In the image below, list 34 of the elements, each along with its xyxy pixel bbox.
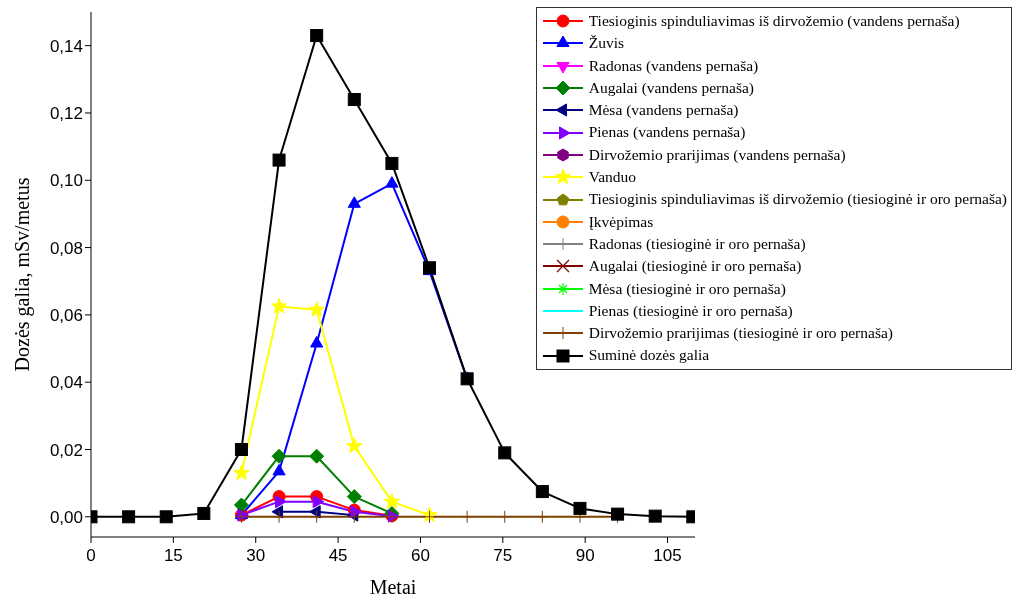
legend-label: Pienas (vandens pernaša) <box>588 122 746 143</box>
y-tick-label: 0,04 <box>49 373 83 393</box>
legend-label: Pienas (tiesioginė ir oro pernaša) <box>588 300 793 321</box>
y-tick-label: 0,12 <box>49 104 83 123</box>
x-tick-label: 90 <box>575 546 595 565</box>
y-tick-label: 0,06 <box>49 305 83 325</box>
y-axis-title: Dozės galia, mSv/metus <box>11 177 34 372</box>
y-tick-label: 0,10 <box>49 171 83 191</box>
y-tick-label: 0,02 <box>49 440 83 460</box>
legend-label: Dirvožemio prarijimas (vandens pernaša) <box>588 144 846 165</box>
legend-label: Suminė dozės galia <box>588 345 710 366</box>
legend-label: Tiesioginis spinduliavimas iš dirvožemio (vandens pernaša) <box>588 11 960 31</box>
legend-label: Augalai (tiesioginė ir oro pernaša) <box>588 256 802 277</box>
legend-label: Mėsa (vandens pernaša) <box>588 100 739 121</box>
x-tick-label: 45 <box>328 546 348 565</box>
x-tick-label: 60 <box>410 546 430 565</box>
x-tick-label: 0 <box>86 546 96 565</box>
legend-label: Mėsa (tiesioginė ir oro pernaša) <box>588 278 786 299</box>
legend-label: Augalai (vandens pernaša) <box>588 77 754 98</box>
legend-label: Radonas (vandens pernaša) <box>588 55 759 76</box>
x-tick-label: 15 <box>163 546 183 565</box>
x-tick-label: 30 <box>246 546 266 565</box>
y-tick-label: 0,08 <box>49 238 83 258</box>
legend-label: Įkvėpimas <box>588 211 654 232</box>
legend-label: Dirvožemio prarijimas (tiesioginė ir oro pernaša) <box>588 323 893 344</box>
legend-label: Radonas (tiesioginė ir oro pernaša) <box>588 233 806 254</box>
legend-label: Tiesioginis spinduliavimas iš dirvožemio (tiesioginė ir oro pernaša) <box>588 189 1007 210</box>
y-tick-label: 0,00 <box>49 507 83 527</box>
x-tick-label: 105 <box>653 546 682 565</box>
y-tick-label: 0,14 <box>49 36 83 56</box>
x-axis-title: Metai <box>369 576 417 594</box>
legend-label: Vanduo <box>588 167 637 188</box>
legend-label: Žuvis <box>588 33 624 54</box>
x-tick-label: 75 <box>493 546 513 565</box>
